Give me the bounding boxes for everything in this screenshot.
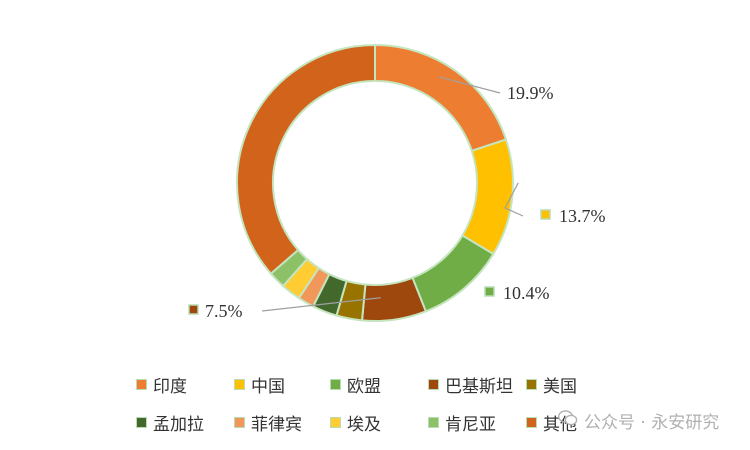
slice-3 [411, 234, 495, 313]
legend-swatch [136, 379, 147, 390]
legend-item: 埃及 [330, 410, 381, 435]
slice-2 [461, 138, 514, 256]
leader-line-2 [504, 182, 524, 217]
watermark-text: 公众号 · 永安研究 [584, 413, 720, 433]
legend-swatch [526, 417, 537, 428]
legend-item: 中国 [234, 372, 285, 397]
legend-label: 中国 [251, 377, 285, 397]
legend-item: 巴基斯坦 [428, 372, 513, 397]
legend-label: 孟加拉 [153, 415, 204, 435]
legend-swatch [330, 417, 341, 428]
data-label-marker-4 [188, 304, 199, 315]
legend-swatch [526, 379, 537, 390]
legend-label: 欧盟 [347, 377, 381, 397]
legend-item: 肯尼亚 [428, 410, 496, 435]
legend-label: 印度 [153, 377, 187, 397]
data-label-marker-2 [540, 209, 551, 220]
data-label-1: 19.9% [507, 83, 554, 103]
legend-item: 印度 [136, 372, 187, 397]
legend-swatch [428, 417, 439, 428]
legend-label: 埃及 [347, 415, 381, 435]
legend-label: 肯尼亚 [445, 415, 496, 435]
legend-label: 巴基斯坦 [445, 377, 513, 397]
legend-swatch [234, 379, 245, 390]
legend-swatch [428, 379, 439, 390]
data-label-2: 13.7% [559, 206, 606, 226]
data-label-marker-3 [484, 286, 495, 297]
leader-line-4 [261, 297, 381, 312]
legend-label: 菲律宾 [251, 415, 302, 435]
legend-swatch [234, 417, 245, 428]
slice-1 [374, 43, 508, 153]
legend-item: 菲律宾 [234, 410, 302, 435]
watermark: 公众号 · 永安研究 [557, 408, 720, 433]
donut-slices [236, 43, 514, 322]
data-labels: 19.9% 13.7% 10.4% 7.5% [188, 83, 606, 321]
legend-swatch [330, 379, 341, 390]
wechat-icon [557, 410, 578, 431]
slice-10 [236, 43, 376, 276]
legend-item: 美国 [526, 372, 577, 397]
data-label-4: 7.5% [205, 301, 243, 321]
legend-item: 孟加拉 [136, 410, 204, 435]
leader-lines [261, 76, 524, 312]
leader-line-1 [438, 76, 501, 94]
data-label-3: 10.4% [503, 283, 550, 303]
legend-swatch [136, 417, 147, 428]
legend-label: 美国 [543, 377, 577, 397]
legend-item: 欧盟 [330, 372, 381, 397]
